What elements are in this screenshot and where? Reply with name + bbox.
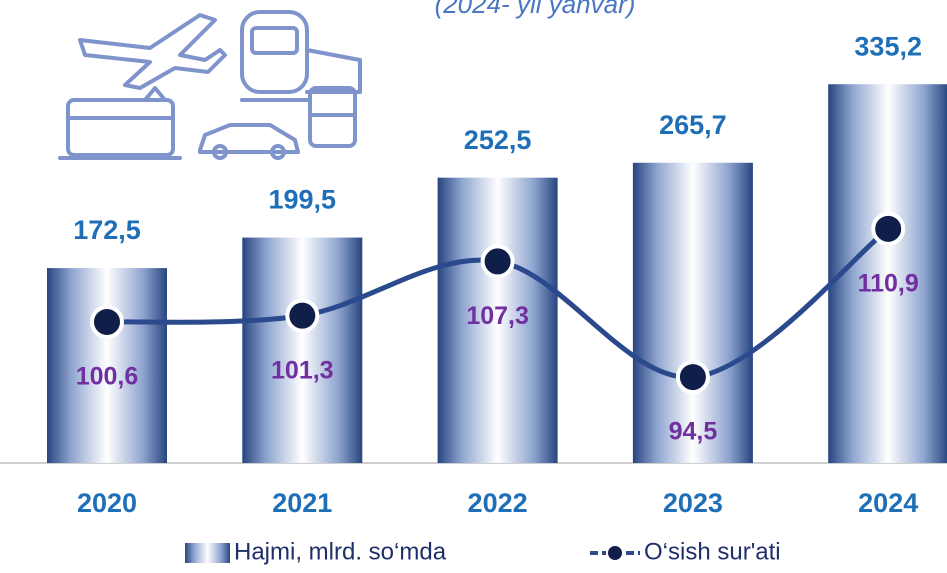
legend-swatch — [185, 543, 230, 563]
line-marker — [480, 244, 515, 279]
legend-label: Hajmi, mlrd. so‘mda — [234, 538, 447, 565]
bar-value-label: 265,7 — [659, 110, 727, 140]
line-marker — [90, 304, 124, 339]
legend: Hajmi, mlrd. so‘mda O‘sish sur'ati — [185, 538, 781, 565]
chart-title: (2024- yil yanvar) — [435, 0, 636, 19]
line-marker — [871, 211, 906, 246]
bar-value-label: 172,5 — [73, 215, 141, 245]
bar — [828, 84, 947, 463]
line-value-label: 110,9 — [858, 269, 919, 297]
bar — [47, 268, 167, 463]
legend-marker — [606, 544, 624, 562]
line-value-label: 100,6 — [76, 363, 139, 391]
line-marker — [675, 360, 710, 395]
bar-value-label: 335,2 — [854, 31, 922, 61]
x-tick-label: 2022 — [468, 488, 528, 518]
legend-label: O‘sish sur'ati — [644, 538, 781, 565]
x-tick-label: 2024 — [858, 488, 918, 518]
line-value-label: 101,3 — [271, 356, 334, 384]
line-value-label: 107,3 — [466, 302, 529, 330]
x-tick-label: 2023 — [663, 488, 723, 518]
bar — [632, 162, 753, 463]
bar-value-label: 199,5 — [269, 185, 337, 215]
line-value-label: 94,5 — [669, 418, 718, 446]
x-tick-label: 2021 — [272, 488, 332, 518]
x-tick-label: 2020 — [77, 488, 137, 518]
bar — [242, 237, 363, 463]
bar — [437, 177, 558, 464]
transport-icons — [58, 10, 362, 160]
bar-value-label: 252,5 — [464, 125, 532, 155]
line-marker — [285, 298, 320, 333]
